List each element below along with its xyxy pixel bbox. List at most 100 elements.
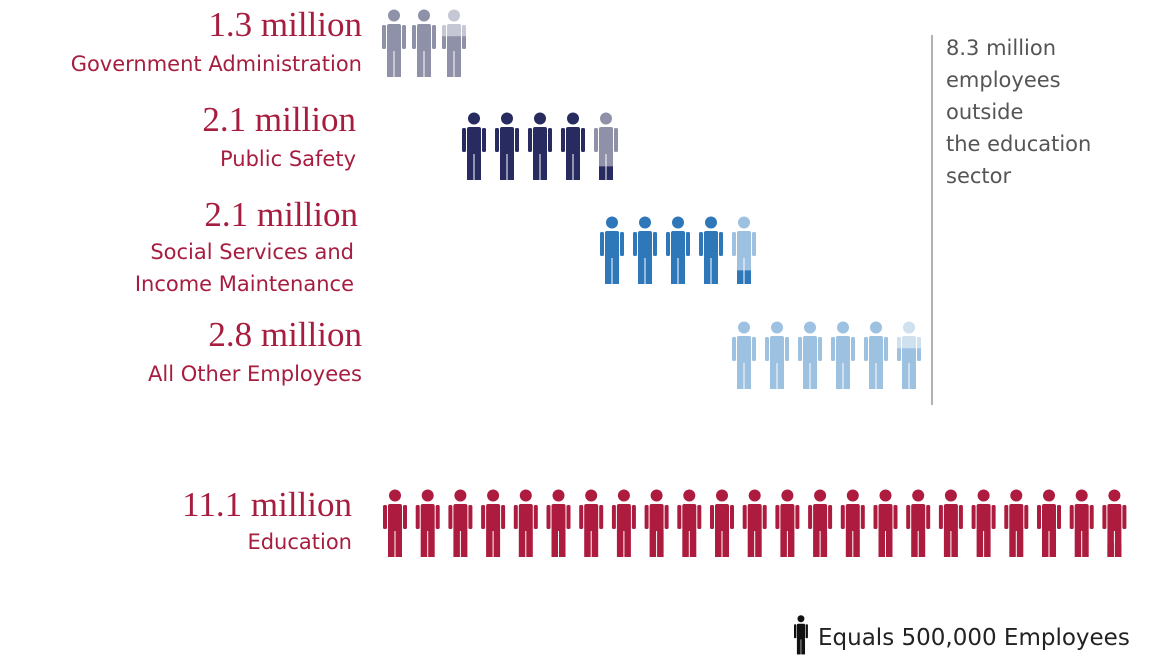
icon-head bbox=[418, 9, 430, 22]
icon-leg bbox=[559, 530, 566, 557]
icon-leg bbox=[918, 530, 926, 557]
icon-leg bbox=[1042, 530, 1049, 557]
icon-leg bbox=[845, 530, 853, 557]
icon-head bbox=[1010, 489, 1023, 502]
icon-torso bbox=[453, 504, 468, 531]
icon-arm bbox=[1069, 505, 1074, 529]
icon-leg bbox=[711, 257, 718, 284]
person-icon bbox=[732, 321, 756, 389]
icon-leg bbox=[638, 257, 645, 284]
icon-torso bbox=[911, 504, 926, 531]
icon-torso bbox=[976, 504, 991, 531]
person-icon bbox=[775, 489, 800, 557]
icon-arm bbox=[1122, 505, 1127, 529]
icon-arm bbox=[730, 505, 734, 529]
icon-head bbox=[738, 216, 750, 229]
icon-head bbox=[837, 321, 849, 334]
person-icon bbox=[594, 112, 618, 180]
icon-head bbox=[454, 489, 467, 502]
icon-leg bbox=[909, 362, 916, 389]
icon-leg bbox=[417, 50, 424, 77]
icon-torso bbox=[417, 24, 431, 51]
icon-torso bbox=[387, 24, 401, 51]
icon-head bbox=[1108, 489, 1121, 502]
icon-leg bbox=[755, 530, 762, 557]
icon-head bbox=[672, 216, 684, 229]
icon-arm bbox=[818, 337, 822, 361]
icon-leg bbox=[500, 153, 507, 180]
icon-arm bbox=[971, 505, 976, 529]
icon-leg bbox=[605, 257, 612, 284]
icon-arm bbox=[631, 505, 636, 529]
icon-partial bbox=[897, 348, 921, 389]
icon-torso bbox=[420, 504, 435, 531]
value-label: 2.1 million bbox=[202, 100, 356, 139]
person-icon bbox=[1102, 489, 1127, 557]
icon-leg bbox=[1016, 530, 1024, 557]
pictograph-row bbox=[600, 216, 756, 284]
icon-arm bbox=[765, 337, 769, 361]
person-icon bbox=[732, 216, 756, 284]
icon-torso bbox=[780, 504, 795, 531]
icon-leg bbox=[507, 153, 514, 180]
pictograph-row bbox=[382, 9, 466, 77]
person-icon bbox=[831, 321, 855, 389]
icon-arm bbox=[851, 337, 855, 361]
icon-head bbox=[448, 9, 460, 22]
icon-torso bbox=[836, 336, 850, 363]
icon-leg bbox=[722, 530, 729, 557]
icon-arm bbox=[906, 505, 911, 529]
icon-arm bbox=[828, 505, 833, 529]
person-icon bbox=[897, 321, 921, 389]
icon-torso bbox=[902, 348, 916, 363]
icon-torso bbox=[649, 504, 664, 531]
icon-leg bbox=[599, 166, 606, 180]
icon-arm bbox=[481, 505, 486, 529]
person-icon bbox=[798, 321, 822, 389]
person-icon bbox=[938, 489, 963, 557]
icon-torso bbox=[747, 504, 762, 531]
icon-leg bbox=[1009, 530, 1016, 557]
icon-arm bbox=[462, 128, 466, 152]
icon-arm bbox=[513, 505, 518, 529]
icon-leg bbox=[984, 530, 991, 557]
icon-head bbox=[738, 321, 750, 334]
person-icon bbox=[415, 489, 440, 557]
icon-arm bbox=[653, 232, 657, 256]
icon-arm bbox=[501, 505, 506, 529]
icon-leg bbox=[943, 530, 951, 557]
icon-head bbox=[567, 112, 579, 125]
icon-arm bbox=[719, 232, 723, 256]
icon-leg bbox=[787, 530, 795, 557]
icon-leg bbox=[744, 270, 751, 284]
icon-leg bbox=[951, 530, 958, 557]
person-icon bbox=[382, 9, 406, 77]
icon-head bbox=[1043, 489, 1055, 502]
icon-leg bbox=[747, 530, 755, 557]
icon-leg bbox=[624, 530, 631, 557]
icon-partial bbox=[1107, 543, 1122, 557]
icon-arm bbox=[566, 505, 571, 529]
icon-leg bbox=[810, 362, 817, 389]
icon-head bbox=[639, 216, 651, 229]
icon-leg bbox=[566, 153, 573, 180]
icon-arm bbox=[432, 25, 436, 49]
icon-arm bbox=[991, 505, 996, 529]
icon-head bbox=[585, 489, 598, 502]
annotation: employees bbox=[946, 68, 1061, 92]
icon-arm bbox=[732, 337, 736, 361]
icon-leg bbox=[836, 362, 843, 389]
icon-torso bbox=[704, 231, 718, 258]
icon-torso bbox=[1074, 504, 1089, 531]
person-icon bbox=[600, 216, 624, 284]
icon-arm bbox=[775, 505, 780, 529]
icon-arm bbox=[697, 505, 702, 529]
icon-leg bbox=[902, 362, 909, 389]
icon-leg bbox=[678, 257, 685, 284]
icon-head bbox=[468, 112, 480, 125]
icon-leg bbox=[843, 362, 850, 389]
icon-arm bbox=[752, 232, 756, 256]
icon-leg bbox=[387, 50, 394, 77]
icon-arm bbox=[548, 128, 552, 152]
